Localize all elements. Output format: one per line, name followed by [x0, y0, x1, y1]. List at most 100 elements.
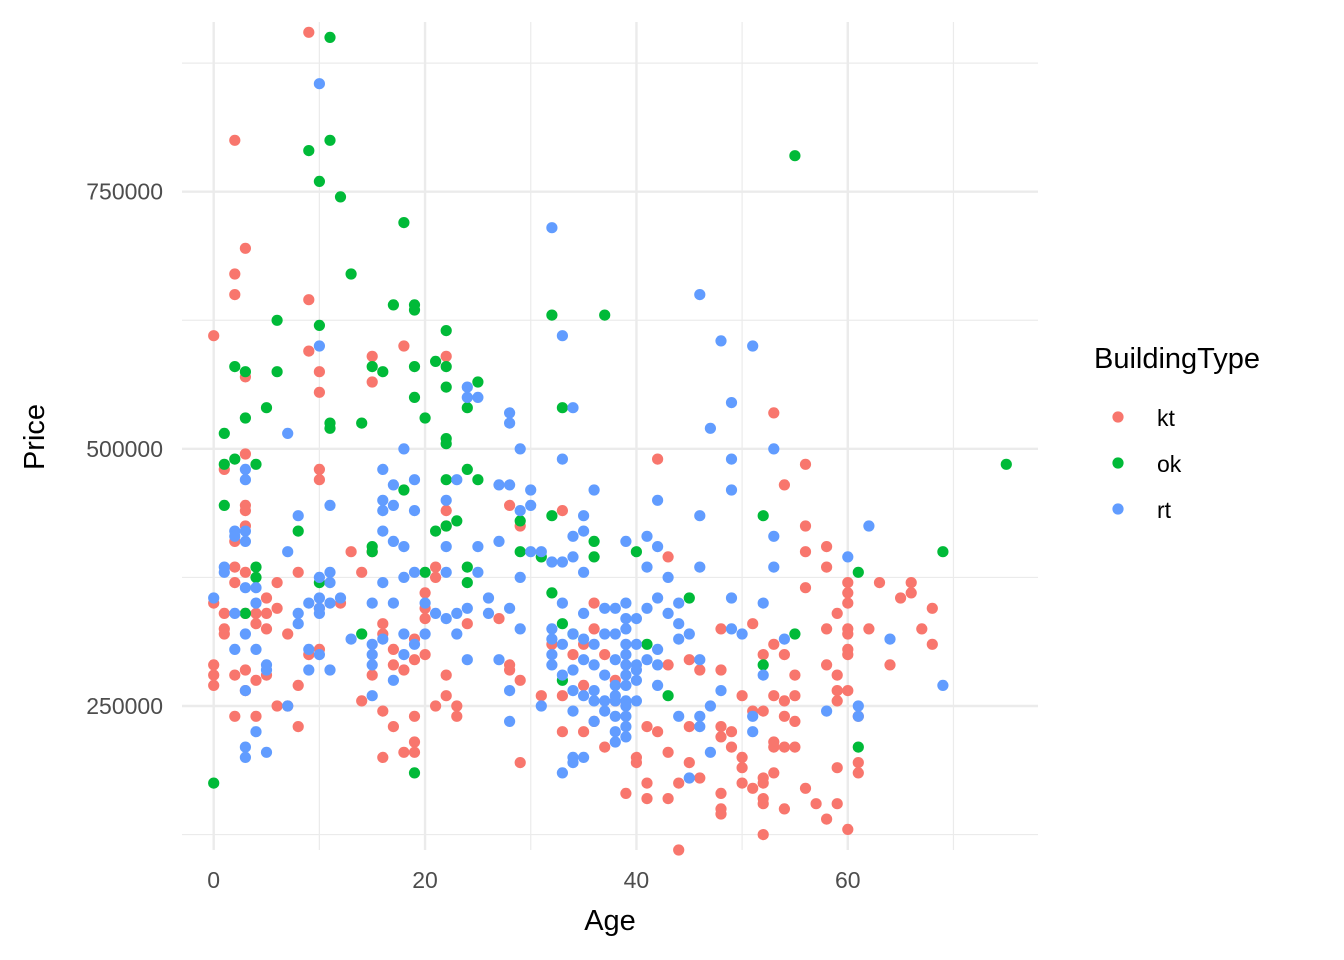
data-point-rt: [546, 623, 558, 635]
data-point-rt: [588, 715, 600, 728]
data-point-rt: [366, 597, 378, 609]
data-point-rt: [704, 746, 717, 758]
y-tick-label: 250000: [86, 693, 163, 719]
data-point-ok: [356, 628, 368, 640]
data-point-rt: [620, 721, 632, 733]
data-point-kt: [408, 736, 421, 748]
data-point-rt: [472, 391, 484, 403]
data-point-rt: [652, 541, 664, 553]
legend: BuildingType kt ok rt: [1094, 343, 1260, 523]
data-point-ok: [419, 566, 431, 578]
data-point-ok: [546, 309, 558, 321]
data-point-kt: [229, 268, 241, 280]
data-point-ok: [345, 268, 357, 280]
data-point-rt: [630, 695, 643, 707]
data-point-rt: [652, 643, 664, 656]
data-point-kt: [556, 505, 569, 517]
data-point-rt: [292, 510, 304, 522]
data-point-rt: [387, 597, 399, 609]
data-point-kt: [599, 649, 611, 661]
data-point-rt: [493, 654, 505, 666]
data-point-kt: [736, 762, 748, 774]
data-point-kt: [715, 664, 727, 676]
data-point-rt: [377, 633, 389, 645]
data-point-kt: [430, 561, 442, 573]
data-point-kt: [250, 618, 262, 630]
data-point-rt: [725, 623, 738, 635]
data-point-kt: [377, 618, 389, 630]
data-point-rt: [461, 381, 473, 393]
legend-label-kt: kt: [1157, 405, 1176, 431]
data-point-ok: [852, 566, 864, 578]
data-point-rt: [493, 535, 505, 548]
data-point-rt: [578, 510, 590, 522]
data-point-kt: [715, 731, 727, 743]
data-point-kt: [873, 577, 886, 589]
data-point-kt: [408, 654, 421, 666]
data-point-kt: [821, 659, 833, 671]
data-point-kt: [419, 587, 431, 599]
data-point-kt: [778, 479, 791, 491]
data-point-rt: [546, 659, 558, 671]
data-point-ok: [546, 510, 558, 522]
data-point-rt: [303, 643, 315, 656]
data-point-rt: [599, 705, 611, 717]
data-point-kt: [842, 577, 854, 589]
data-point-rt: [229, 643, 241, 656]
data-point-rt: [324, 499, 336, 511]
data-point-rt: [578, 751, 590, 764]
data-point-kt: [842, 685, 854, 697]
data-point-rt: [609, 602, 621, 614]
data-point-kt: [926, 602, 938, 614]
data-point-rt: [514, 443, 526, 455]
data-point-kt: [260, 623, 273, 635]
data-point-kt: [683, 757, 695, 769]
legend-label-ok: ok: [1157, 451, 1182, 477]
x-tick-label: 60: [835, 867, 861, 893]
data-point-rt: [504, 417, 516, 429]
data-point-rt: [366, 659, 378, 671]
data-point-ok: [366, 546, 378, 558]
data-point-ok: [461, 463, 473, 475]
data-point-kt: [366, 350, 378, 362]
legend-entry-rt: rt: [1112, 497, 1172, 523]
data-point-rt: [694, 289, 706, 301]
data-point-rt: [556, 556, 569, 568]
data-point-rt: [292, 607, 304, 620]
data-point-kt: [757, 777, 769, 789]
data-point-ok: [250, 458, 262, 470]
data-point-rt: [588, 638, 600, 650]
data-point-rt: [768, 530, 780, 542]
legend-entry-kt: kt: [1112, 405, 1176, 431]
data-point-rt: [451, 474, 463, 486]
data-point-ok: [271, 314, 283, 326]
data-point-rt: [757, 597, 769, 609]
data-point-rt: [239, 741, 251, 753]
data-point-rt: [387, 535, 399, 548]
data-point-rt: [514, 505, 526, 517]
data-point-rt: [313, 592, 325, 604]
data-point-rt: [504, 602, 516, 614]
data-point-kt: [440, 669, 452, 681]
data-point-rt: [419, 628, 431, 640]
data-point-kt: [430, 700, 442, 712]
data-point-kt: [905, 577, 917, 589]
data-point-rt: [440, 494, 452, 506]
data-point-kt: [556, 726, 569, 738]
data-point-kt: [239, 242, 251, 254]
data-point-ok: [229, 453, 241, 465]
data-point-kt: [514, 757, 526, 769]
data-point-ok: [408, 304, 421, 316]
data-point-ok: [408, 767, 421, 779]
data-point-kt: [303, 345, 315, 357]
data-point-rt: [387, 479, 399, 491]
legend-key-rt: [1112, 503, 1124, 515]
data-point-kt: [831, 685, 843, 697]
data-point-ok: [366, 361, 378, 373]
data-point-kt: [662, 793, 674, 805]
data-point-kt: [652, 726, 664, 738]
data-point-rt: [588, 484, 600, 496]
data-point-rt: [440, 566, 452, 578]
data-point-kt: [778, 710, 791, 722]
